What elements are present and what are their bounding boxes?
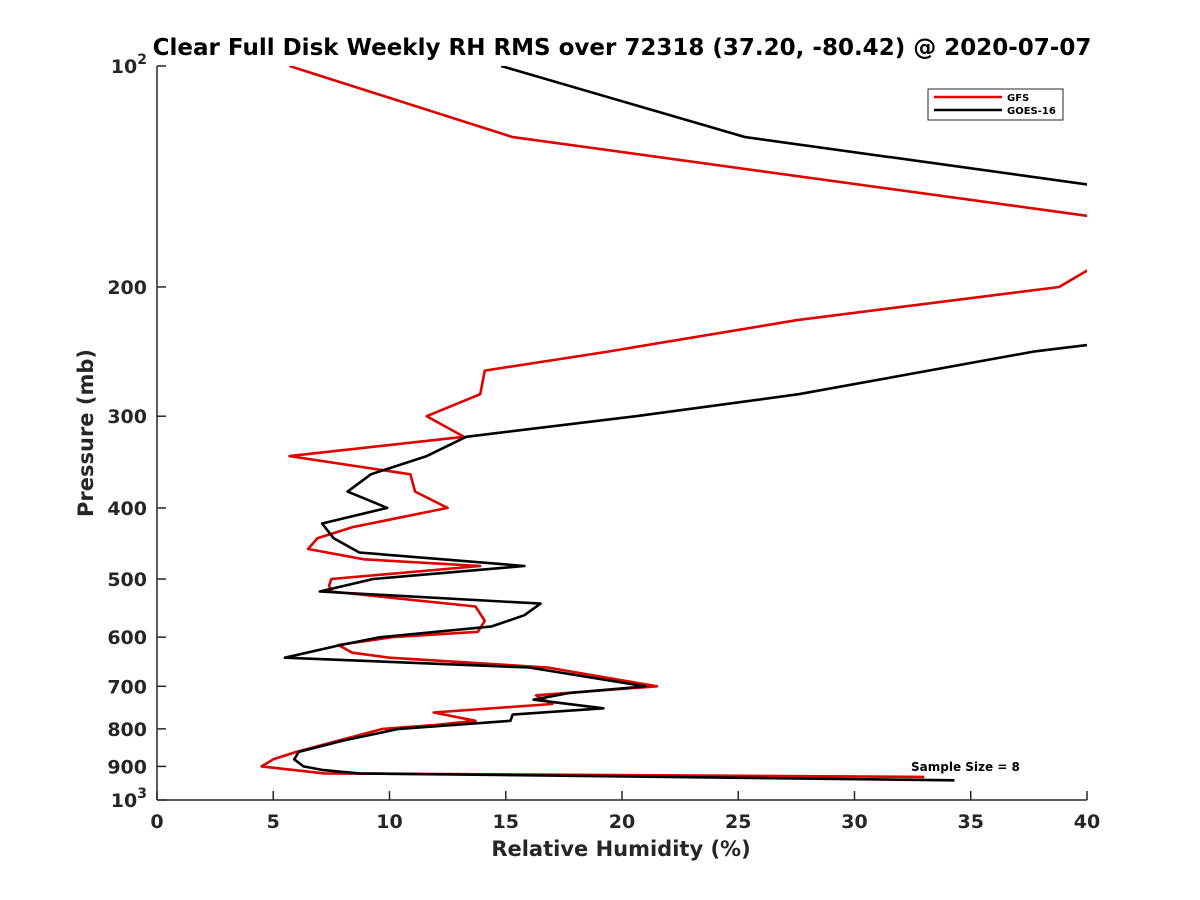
legend-label-goes16: GOES-16 <box>1007 106 1056 117</box>
series-line-gfs <box>260 66 1087 779</box>
series-line-goes16 <box>283 66 1087 782</box>
y-tick-label: 900 <box>107 756 147 778</box>
plot-background <box>157 66 1087 800</box>
x-tick-label: 10 <box>376 811 402 833</box>
series-layer <box>260 66 1087 782</box>
x-tick-label: 0 <box>150 811 163 833</box>
y-tick-label: 103 <box>111 786 147 812</box>
x-tick-label: 40 <box>1074 811 1100 833</box>
x-tick-label: 25 <box>725 811 751 833</box>
sample-size-annotation: Sample Size = 8 <box>911 760 1020 774</box>
y-tick-label: 800 <box>107 719 147 741</box>
x-tick-label: 15 <box>493 811 519 833</box>
y-tick-label: 102 <box>111 52 147 78</box>
legend-label-gfs: GFS <box>1007 93 1029 104</box>
y-ticks: 102 200 300 400 500 600 700 800 900 103 <box>107 52 166 812</box>
y-tick-label: 600 <box>107 627 147 649</box>
y-tick-label: 200 <box>107 277 147 299</box>
x-tick-label: 35 <box>958 811 984 833</box>
x-axis-label: Relative Humidity (%) <box>491 837 750 861</box>
x-tick-label: 5 <box>267 811 280 833</box>
y-tick-label: 500 <box>107 569 147 591</box>
legend: GFS GOES-16 <box>927 88 1064 121</box>
y-tick-label: 700 <box>107 676 147 698</box>
y-tick-label: 400 <box>107 498 147 520</box>
y-axis-label: Pressure (mb) <box>74 349 98 517</box>
x-ticks: 0 5 10 15 20 25 30 35 40 <box>150 791 1100 833</box>
x-tick-label: 30 <box>841 811 867 833</box>
chart-title: Clear Full Disk Weekly RH RMS over 72318… <box>153 35 1092 61</box>
y-tick-label: 300 <box>107 406 147 428</box>
x-tick-label: 20 <box>609 811 635 833</box>
legend-box <box>927 88 1064 121</box>
